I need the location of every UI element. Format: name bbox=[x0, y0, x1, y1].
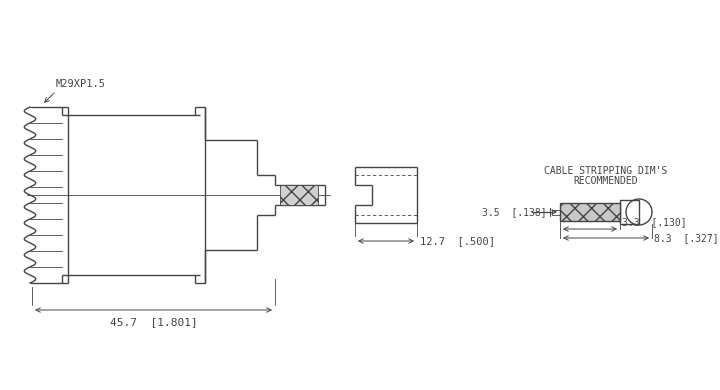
Text: RECOMMENDED: RECOMMENDED bbox=[574, 176, 639, 186]
Text: CABLE STRIPPING DIM'S: CABLE STRIPPING DIM'S bbox=[544, 166, 667, 176]
Bar bbox=[620, 200, 639, 224]
Bar bbox=[552, 209, 560, 214]
Text: 3.5  [.138]: 3.5 [.138] bbox=[482, 207, 547, 217]
Text: 45.7  [1.801]: 45.7 [1.801] bbox=[109, 317, 197, 327]
Text: M29XP1.5: M29XP1.5 bbox=[56, 79, 106, 89]
Text: 3.3  [.130]: 3.3 [.130] bbox=[622, 217, 687, 227]
Bar bbox=[560, 203, 620, 221]
Bar bbox=[280, 185, 318, 205]
Text: 12.7  [.500]: 12.7 [.500] bbox=[420, 236, 495, 246]
Text: 8.3  [.327]: 8.3 [.327] bbox=[654, 233, 719, 243]
